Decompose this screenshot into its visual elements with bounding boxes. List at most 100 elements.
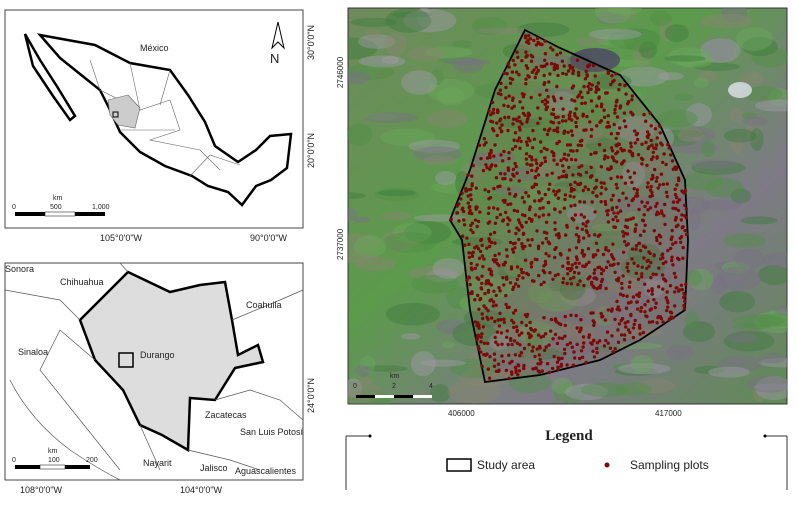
sampling-plot bbox=[538, 140, 543, 144]
sampling-plot bbox=[524, 323, 528, 328]
sampling-plot bbox=[488, 298, 492, 303]
sampling-plot bbox=[501, 359, 505, 364]
sampling-plot bbox=[675, 200, 680, 204]
sampling-plot bbox=[575, 342, 579, 347]
sampling-plot bbox=[505, 254, 509, 258]
sampling-plot bbox=[556, 272, 560, 277]
sampling-plot bbox=[504, 96, 508, 100]
sampling-plot bbox=[517, 115, 521, 119]
sampling-plot bbox=[640, 200, 644, 204]
sampling-plot bbox=[677, 198, 682, 202]
sampling-plot bbox=[591, 319, 595, 323]
sampling-plot bbox=[604, 202, 608, 207]
sampling-plot bbox=[573, 356, 577, 360]
sampling-plot bbox=[521, 95, 526, 99]
sampling-plot bbox=[627, 285, 632, 289]
scale-bar bbox=[413, 395, 432, 398]
terrain-patch bbox=[730, 188, 752, 204]
terrain-patch bbox=[518, 321, 556, 346]
sampling-plot bbox=[477, 277, 481, 281]
sampling-plot bbox=[508, 361, 512, 365]
sampling-plot bbox=[493, 335, 497, 340]
sampling-plot bbox=[515, 277, 519, 282]
sampling-plot bbox=[606, 260, 610, 264]
sampling-plots bbox=[449, 34, 689, 381]
sampling-plot bbox=[483, 188, 487, 192]
sampling-plot bbox=[582, 283, 586, 288]
sampling-plot bbox=[630, 94, 634, 98]
sampling-plot bbox=[473, 298, 477, 302]
terrain-patch bbox=[683, 171, 724, 191]
sampling-plot bbox=[670, 255, 674, 259]
terrain-patch bbox=[585, 137, 617, 153]
sampling-plot bbox=[577, 261, 581, 265]
sampling-plot bbox=[554, 128, 558, 132]
sampling-plot bbox=[604, 286, 608, 291]
sampling-plot bbox=[543, 262, 548, 266]
sampling-plot bbox=[593, 74, 597, 78]
sampling-plot bbox=[653, 127, 658, 131]
sampling-plot bbox=[581, 222, 585, 226]
terrain-patch bbox=[700, 38, 741, 63]
state-label: Sonora bbox=[5, 264, 34, 274]
sampling-plot bbox=[514, 117, 518, 121]
terrain-patch bbox=[452, 40, 473, 49]
sampling-plot bbox=[535, 166, 540, 170]
sampling-plot bbox=[541, 213, 546, 217]
sampling-plot bbox=[559, 362, 564, 366]
sampling-plot bbox=[635, 293, 639, 297]
sampling-plot bbox=[669, 246, 673, 251]
terrain-patch bbox=[408, 47, 444, 62]
terrain-patch bbox=[556, 324, 596, 346]
sampling-plot bbox=[655, 155, 659, 159]
sampling-plot bbox=[574, 158, 578, 162]
sampling-plot bbox=[467, 276, 472, 280]
sampling-plot bbox=[570, 345, 574, 349]
sampling-plot bbox=[623, 333, 627, 337]
sampling-plot bbox=[637, 291, 642, 295]
legend-corner bbox=[763, 434, 767, 438]
sampling-plot bbox=[455, 211, 459, 215]
terrain-patch bbox=[385, 8, 432, 33]
sampling-plot bbox=[562, 152, 567, 156]
sampling-plot bbox=[610, 74, 614, 78]
sampling-plot bbox=[609, 176, 613, 181]
sampling-plot bbox=[596, 265, 600, 270]
sampling-plot bbox=[515, 328, 519, 333]
terrain-patch bbox=[607, 8, 643, 15]
terrain-patch bbox=[754, 99, 787, 112]
sampling-plot bbox=[513, 131, 518, 135]
sampling-plot bbox=[643, 245, 648, 249]
sampling-plot bbox=[630, 98, 634, 102]
terrain-patch bbox=[649, 10, 672, 27]
sampling-plot bbox=[576, 182, 580, 186]
sampling-plot bbox=[457, 202, 461, 206]
sampling-plot bbox=[478, 249, 483, 254]
sampling-plot bbox=[457, 219, 461, 223]
sampling-plot bbox=[543, 102, 547, 106]
state-label: Durango bbox=[140, 350, 175, 360]
sampling-plot bbox=[657, 233, 661, 237]
sampling-plot bbox=[540, 369, 544, 373]
terrain-patch bbox=[551, 377, 573, 395]
sampling-plot bbox=[476, 247, 481, 251]
sampling-plot bbox=[569, 66, 573, 70]
sampling-plot bbox=[564, 175, 569, 179]
terrain-patch bbox=[524, 72, 556, 83]
sampling-plot bbox=[538, 357, 542, 362]
sampling-plot bbox=[674, 224, 678, 229]
sampling-plot bbox=[501, 276, 505, 280]
sampling-plot bbox=[509, 370, 514, 374]
scale-bar bbox=[15, 465, 40, 469]
sampling-plot bbox=[562, 64, 566, 68]
sampling-plot bbox=[612, 225, 616, 229]
lat-label: 20°0'0"N bbox=[306, 133, 316, 168]
sampling-plot bbox=[530, 158, 534, 162]
sampling-plot bbox=[624, 196, 628, 200]
terrain-patch bbox=[711, 276, 729, 295]
sampling-plot bbox=[621, 230, 625, 234]
sampling-plot bbox=[524, 157, 528, 161]
sampling-plot bbox=[617, 322, 622, 326]
sampling-plot bbox=[534, 65, 538, 70]
sampling-plot bbox=[537, 191, 541, 195]
